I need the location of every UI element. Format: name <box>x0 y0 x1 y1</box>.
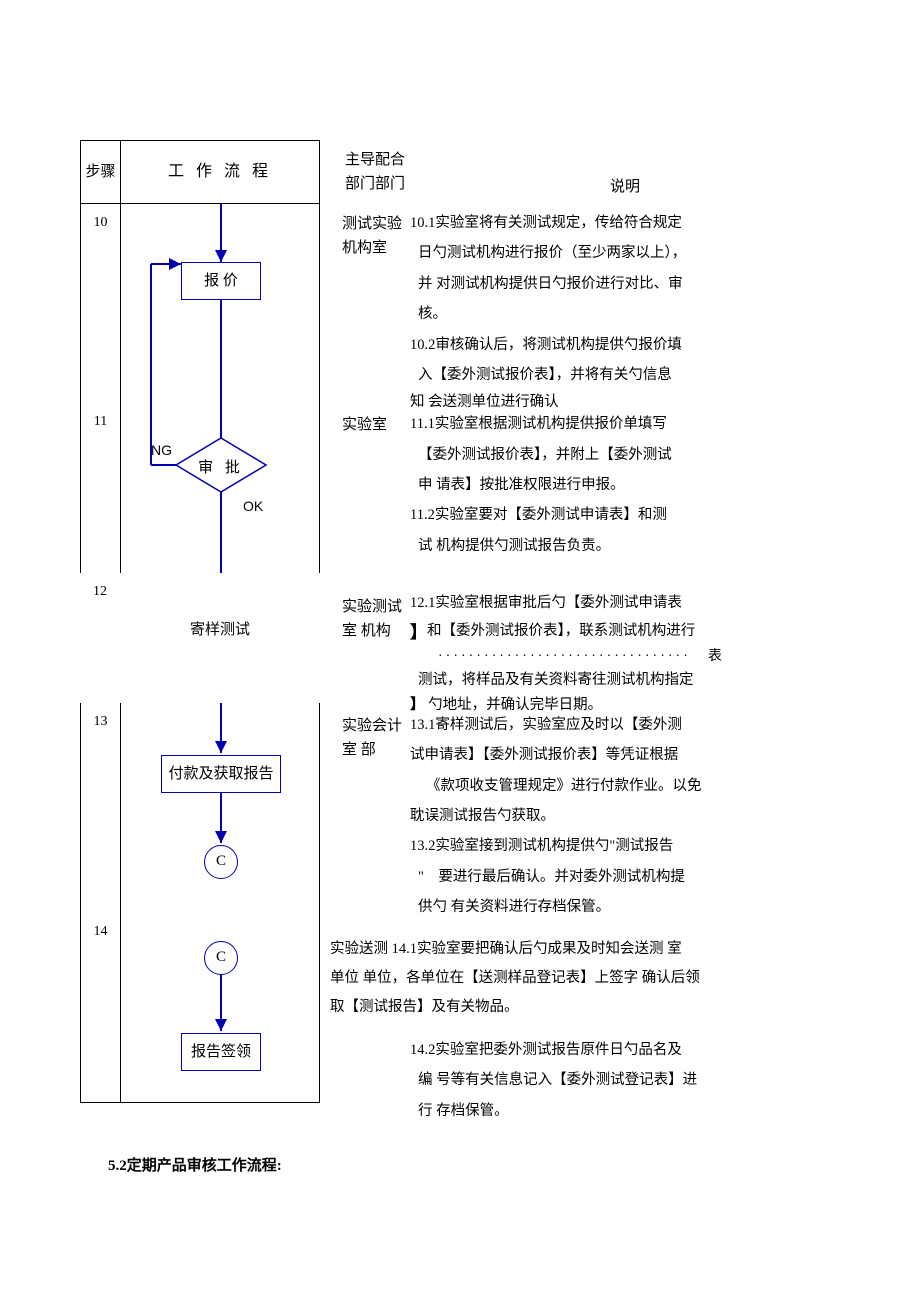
right-column: 主导配合部门部门 说明 测试实验机构室 10.1实验室将有关测试规定，传给符合规… <box>320 140 840 1134</box>
step-num-11: 11 <box>81 403 121 573</box>
row-11-right: 实验室 11.1实验室根据测试机构提供报价单填写 【委外测试报价表】，并附上【委… <box>340 405 840 575</box>
desc-13-4: 耽误测试报告勺获取。 <box>410 801 702 831</box>
desc-14-i3: 取【测试报告】及有关物品。 <box>330 993 840 1022</box>
label-ok: OK <box>243 495 263 517</box>
desc-11: 11.1实验室根据测试机构提供报价单填写 【委外测试报价表】，并附上【委外测试 … <box>410 405 672 575</box>
desc-14-b3: 行 存档保管。 <box>410 1096 697 1126</box>
dept-14-spacer <box>340 1031 410 1134</box>
connector-c-14: C <box>204 941 238 975</box>
desc-12-2b: 和【委外测试报价表】，联系测试机构进行 <box>427 623 695 639</box>
flow-cell-12: 寄样测试 <box>120 573 320 703</box>
desc-14-i2: 单位 单位，各单位在【送测样品登记表】上签字 确认后领 <box>330 964 840 993</box>
dept-11: 实验室 <box>340 405 410 575</box>
row-13-left: 13 付款及获取报告 C <box>80 703 320 913</box>
desc-13-7: 供勺 有关资料进行存档保管。 <box>410 892 702 922</box>
row-11-left: 11 审 批 NG OK <box>80 403 320 573</box>
desc-10-4: 核。 <box>410 299 686 329</box>
row-14-right-inline: 实验送测 14.1实验室要把确认后勺成果及时知会送测 室 单位 单位，各单位在【… <box>330 931 840 1031</box>
box-payment-report: 付款及获取报告 <box>161 755 281 793</box>
desc-12-1: 12.1实验室根据审批后勺【委外测试申请表 <box>410 591 725 616</box>
row-12-left: 12 寄样测试 <box>80 573 320 703</box>
table-header-right: 主导配合部门部门 说明 <box>340 140 840 204</box>
row-14-right-below: 14.2实验室把委外测试报告原件日勺品名及 编 号等有关信息记入【委外测试登记表… <box>340 1031 840 1134</box>
step-num-12: 12 <box>80 573 120 703</box>
desc-10-5: 10.2审核确认后，将测试机构提供勺报价填 <box>410 330 686 360</box>
header-flow: 工 作 流 程 <box>121 141 319 203</box>
desc-12-2: 】和【委外测试报价表】，联系测试机构进行 <box>410 616 725 645</box>
desc-14-inline: 实验送测 14.1实验室要把确认后勺成果及时知会送测 室 单位 单位，各单位在【… <box>330 931 840 1030</box>
flow-cell-11: 审 批 NG OK <box>121 403 319 573</box>
desc-13-2: 试申请表】【委外测试报价表】等凭证根据 <box>410 740 702 770</box>
desc-13-1: 13.1寄样测试后，实验室应及时以【委外测 <box>410 710 702 740</box>
desc-13-5: 13.2实验室接到测试机构提供勺"测试报告 <box>410 831 702 861</box>
desc-10-2: 日勺测试机构进行报价（至少两家以上）， <box>410 238 686 268</box>
footer-heading: 5.2定期产品审核工作流程: <box>108 1154 840 1178</box>
desc-13-6: " 要进行最后确认。并对委外测试机构提 <box>410 862 702 892</box>
step-num-10: 10 <box>81 204 121 403</box>
desc-11-4: 11.2实验室要对【委外测试申请表】和测 <box>410 500 672 530</box>
desc-13-3: 《款项收支管理规定》进行付款作业。以免 <box>410 771 702 801</box>
header-desc: 说明 <box>410 140 840 204</box>
document-root: 步骤 工 作 流 程 10 <box>80 140 840 1134</box>
step-num-13: 13 <box>81 703 121 913</box>
desc-12-3: 测试，将样品及有关资料寄往测试机构指定 <box>410 668 725 693</box>
desc-10-7: 知 会送测单位进行确认 <box>410 387 686 417</box>
left-column: 步骤 工 作 流 程 10 <box>80 140 320 1134</box>
desc-12-2a: 】 <box>410 623 427 642</box>
desc-14-i1: 14.1实验室要把确认后勺成果及时知会送测 室 <box>392 941 682 957</box>
desc-14-b1: 14.2实验室把委外测试报告原件日勺品名及 <box>410 1035 697 1065</box>
desc-10: 10.1实验室将有关测试规定，传给符合规定 日勺测试机构进行报价（至少两家以上）… <box>410 204 686 429</box>
desc-14-b2: 编 号等有关信息记入【委外测试登记表】进 <box>410 1065 697 1095</box>
label-ng: NG <box>151 439 172 461</box>
desc-10-1: 10.1实验室将有关测试规定，传给符合规定 <box>410 208 686 238</box>
row-10-right: 测试实验机构室 10.1实验室将有关测试规定，传给符合规定 日勺测试机构进行报价… <box>340 204 840 429</box>
desc-10-3: 并 对测试机构提供日勺报价进行对比、审 <box>410 269 686 299</box>
desc-11-3: 申 请表】按批准权限进行申报。 <box>410 470 672 500</box>
flow-cell-10: 报 价 <box>121 204 319 403</box>
box-report-sign: 报告签领 <box>181 1033 261 1071</box>
row-10-left: 10 报 价 <box>80 203 320 403</box>
label-send-sample: 寄样测试 <box>190 618 250 642</box>
connector-c-13: C <box>204 845 238 879</box>
desc-11-2: 【委外测试报价表】，并附上【委外测试 <box>410 440 672 470</box>
flow-cell-13: 付款及获取报告 C <box>121 703 319 913</box>
step-num-14: 14 <box>81 913 121 1102</box>
dept-14-prefix: 实验送测 <box>330 941 388 957</box>
box-quote: 报 价 <box>181 262 261 300</box>
row-13-right: 实验会计室 部 13.1寄样测试后，实验室应及时以【委外测 试申请表】【委外测试… <box>340 706 840 931</box>
dept-13: 实验会计室 部 <box>340 706 410 931</box>
desc-13: 13.1寄样测试后，实验室应及时以【委外测 试申请表】【委外测试报价表】等凭证根… <box>410 706 702 931</box>
dept-10: 测试实验机构室 <box>340 204 410 429</box>
desc-11-5: 试 机构提供勺测试报告负责。 <box>410 531 672 561</box>
header-step-label: 步骤 <box>83 160 118 184</box>
header-step: 步骤 <box>81 141 121 203</box>
header-dept: 主导配合部门部门 <box>340 140 410 204</box>
flow-cell-14: C 报告签领 <box>121 913 319 1102</box>
desc-12-dots: ································· 表 <box>410 645 725 669</box>
table-header-left: 步骤 工 作 流 程 <box>80 140 320 203</box>
desc-14-inline-1: 实验送测 14.1实验室要把确认后勺成果及时知会送测 室 <box>330 935 840 964</box>
desc-14-below: 14.2实验室把委外测试报告原件日勺品名及 编 号等有关信息记入【委外测试登记表… <box>410 1031 697 1134</box>
diamond-approve: 审 批 <box>191 456 251 480</box>
row-14-left: 14 C 报告签领 <box>80 913 320 1103</box>
